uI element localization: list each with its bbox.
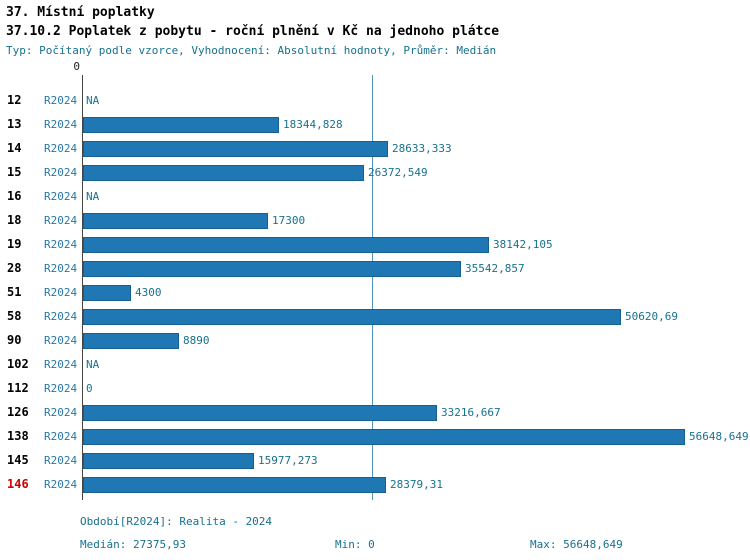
- footer-period: Období[R2024]: Realita - 2024: [80, 515, 273, 528]
- row-id-label: 90: [7, 333, 22, 347]
- row-value-label: 28379,31: [390, 478, 443, 491]
- footer-median: Medián: 27375,93: [80, 538, 186, 551]
- value-bar: [83, 309, 621, 325]
- row-period-label: R2024: [44, 358, 78, 371]
- row-value-label: 8890: [183, 334, 210, 347]
- chart-row-145: 145 R2024 15977,273: [0, 449, 750, 473]
- row-period-label: R2024: [44, 166, 78, 179]
- chart-subtitle: 37.10.2 Poplatek z pobytu - roční plnění…: [6, 24, 500, 39]
- row-id-label: 138: [7, 429, 29, 443]
- row-id-label: 126: [7, 405, 29, 419]
- row-id-label: 14: [7, 141, 22, 155]
- median-line: [372, 75, 373, 500]
- chart-row-13: 13 R2024 18344,828: [0, 113, 750, 137]
- row-period-label: R2024: [44, 238, 78, 251]
- value-bar: [83, 429, 685, 445]
- row-id-label: 13: [7, 117, 22, 131]
- row-period-label: R2024: [44, 478, 78, 491]
- row-id-label: 145: [7, 453, 29, 467]
- row-id-label: 51: [7, 285, 22, 299]
- row-value-label: 18344,828: [283, 118, 343, 131]
- value-bar: [83, 453, 254, 469]
- row-period-label: R2024: [44, 334, 78, 347]
- row-period-label: R2024: [44, 406, 78, 419]
- row-period-label: R2024: [44, 262, 78, 275]
- chart-row-102: 102 R2024 NA: [0, 353, 750, 377]
- chart-row-16: 16 R2024 NA: [0, 185, 750, 209]
- row-value-label: 38142,105: [493, 238, 553, 251]
- row-value-label: NA: [86, 358, 100, 371]
- chart-row-19: 19 R2024 38142,105: [0, 233, 750, 257]
- value-bar: [83, 237, 489, 253]
- row-value-label: 17300: [272, 214, 306, 227]
- row-value-label: 50620,69: [625, 310, 678, 323]
- value-bar: [83, 333, 179, 349]
- row-period-label: R2024: [44, 214, 78, 227]
- row-value-label: 15977,273: [258, 454, 318, 467]
- row-period-label: R2024: [44, 118, 78, 131]
- value-bar: [83, 405, 437, 421]
- row-id-label: 19: [7, 237, 22, 251]
- chart-row-58: 58 R2024 50620,69: [0, 305, 750, 329]
- bar-rows-container: 12 R2024 NA 13 R2024 18344,828 14 R2024 28633,33…: [0, 89, 750, 509]
- row-id-label: 146: [7, 477, 29, 491]
- axis-zero-label: 0: [73, 60, 80, 73]
- chart-row-146: 146 R2024 28379,31: [0, 473, 750, 497]
- chart-row-126: 126 R2024 33216,667: [0, 401, 750, 425]
- chart-row-28: 28 R2024 35542,857: [0, 257, 750, 281]
- row-id-label: 18: [7, 213, 22, 227]
- row-value-label: NA: [86, 94, 100, 107]
- chart-row-18: 18 R2024 17300: [0, 209, 750, 233]
- row-value-label: 56648,649: [689, 430, 749, 443]
- row-id-label: 102: [7, 357, 29, 371]
- value-bar: [83, 477, 386, 493]
- row-period-label: R2024: [44, 190, 78, 203]
- row-value-label: 0: [86, 382, 93, 395]
- row-period-label: R2024: [44, 286, 78, 299]
- row-period-label: R2024: [44, 310, 78, 323]
- chart-row-112: 112 R2024 0: [0, 377, 750, 401]
- row-value-label: 33216,667: [441, 406, 501, 419]
- footer-max: Max: 56648,649: [530, 538, 623, 551]
- chart-row-138: 138 R2024 56648,649: [0, 425, 750, 449]
- row-period-label: R2024: [44, 142, 78, 155]
- footer-min: Min: 0: [335, 538, 375, 551]
- chart-row-12: 12 R2024 NA: [0, 89, 750, 113]
- row-value-label: 26372,549: [368, 166, 428, 179]
- row-period-label: R2024: [44, 382, 78, 395]
- row-period-label: R2024: [44, 454, 78, 467]
- row-id-label: 28: [7, 261, 22, 275]
- page-title: 37. Místní poplatky: [6, 5, 155, 20]
- row-id-label: 112: [7, 381, 29, 395]
- chart-row-51: 51 R2024 4300: [0, 281, 750, 305]
- value-bar: [83, 261, 461, 277]
- row-value-label: 35542,857: [465, 262, 525, 275]
- value-bar: [83, 213, 268, 229]
- row-id-label: 15: [7, 165, 22, 179]
- row-id-label: 16: [7, 189, 22, 203]
- row-period-label: R2024: [44, 430, 78, 443]
- chart-row-15: 15 R2024 26372,549: [0, 161, 750, 185]
- row-id-label: 58: [7, 309, 22, 323]
- row-period-label: R2024: [44, 94, 78, 107]
- row-value-label: NA: [86, 190, 100, 203]
- y-axis-line: [82, 75, 83, 500]
- row-value-label: 28633,333: [392, 142, 452, 155]
- chart-row-14: 14 R2024 28633,333: [0, 137, 750, 161]
- row-value-label: 4300: [135, 286, 162, 299]
- chart-row-90: 90 R2024 8890: [0, 329, 750, 353]
- chart-meta-info: Typ: Počítaný podle vzorce, Vyhodnocení:…: [6, 44, 497, 57]
- value-bar: [83, 117, 279, 133]
- row-id-label: 12: [7, 93, 22, 107]
- value-bar: [83, 285, 131, 301]
- value-bar: [83, 141, 388, 157]
- value-bar: [83, 165, 364, 181]
